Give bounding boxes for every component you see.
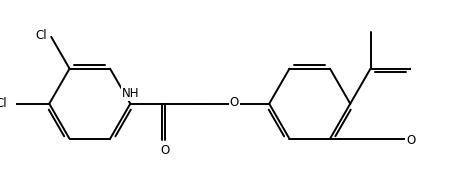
Text: NH: NH (122, 87, 139, 100)
Text: O: O (230, 96, 239, 109)
Text: Cl: Cl (36, 29, 47, 42)
Text: O: O (160, 144, 169, 157)
Text: Cl: Cl (0, 97, 7, 110)
Text: O: O (406, 134, 416, 147)
